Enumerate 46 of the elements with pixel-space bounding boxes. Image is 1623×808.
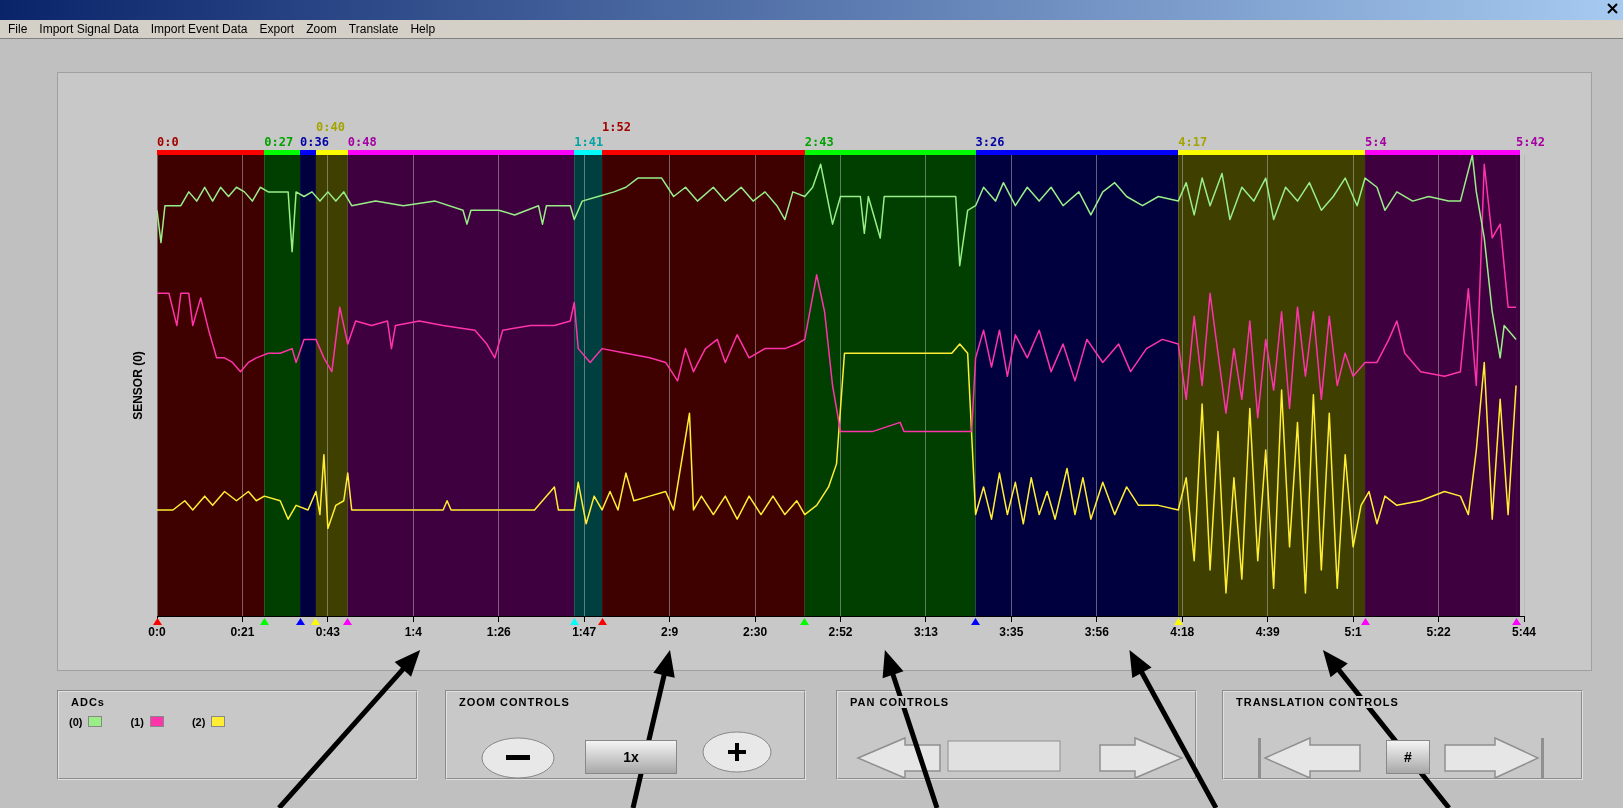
text: TRANSLATION CONTROLS [1234, 696, 1401, 708]
band-label: 5:4 [1365, 135, 1387, 149]
x-tick-label: 3:35 [999, 624, 1024, 639]
x-tick-label: 0:43 [315, 624, 341, 639]
band-label: 5:42 [1516, 135, 1545, 149]
x-tick-label: 1:4 [404, 624, 423, 639]
x-tick-label: 5:1 [1344, 624, 1363, 639]
legend-label: (2) [191, 716, 207, 728]
band-label: 0:0 [157, 135, 179, 149]
x-tick-label: 5:22 [1426, 624, 1451, 639]
x-tick-label: 2:30 [743, 624, 768, 639]
band-label: 2:43 [804, 135, 834, 149]
text: Help [410, 22, 436, 36]
text: Export [259, 22, 295, 36]
text: File [8, 22, 28, 36]
square-button: # [1386, 740, 1430, 774]
x-tick-label: 1:47 [572, 624, 597, 639]
band-label: 4:17 [1178, 135, 1208, 149]
band-label: 0:40 [315, 120, 345, 134]
text: PAN CONTROLS [848, 696, 952, 708]
band-label: 0:48 [347, 135, 377, 149]
x-tick-label: 3:56 [1084, 624, 1110, 639]
band-label: 0:36 [300, 135, 329, 149]
x-tick-label: 0:0 [148, 624, 166, 639]
text: Import Signal Data [39, 22, 139, 36]
x-tick-label: 4:39 [1255, 624, 1281, 639]
text: Translate [348, 22, 399, 36]
text: Import Event Data [150, 22, 248, 36]
x-tick-label: 1:26 [486, 624, 512, 639]
legend-label: (0) [69, 716, 84, 728]
y-axis-title: SENSOR (0) [130, 351, 145, 420]
zoom-level-button: 1x [585, 740, 677, 774]
x-tick-label: 3:13 [913, 624, 939, 639]
text: ZOOM CONTROLS [457, 696, 572, 708]
x-tick-label: 5:44 [1511, 624, 1537, 639]
text: Zoom [306, 22, 337, 36]
legend-label: (1) [130, 716, 145, 728]
x-tick-label: 0:21 [230, 624, 255, 639]
band-label: 0:27 [264, 135, 294, 149]
band-label: 3:26 [975, 135, 1005, 149]
x-tick-label: 2:9 [660, 624, 679, 639]
band-label: 1:52 [602, 120, 631, 134]
band-label: 1:41 [574, 135, 604, 149]
x-tick-label: 2:52 [828, 624, 853, 639]
x-tick-label: 4:18 [1170, 624, 1195, 639]
legend-title: ADCs [69, 696, 107, 708]
